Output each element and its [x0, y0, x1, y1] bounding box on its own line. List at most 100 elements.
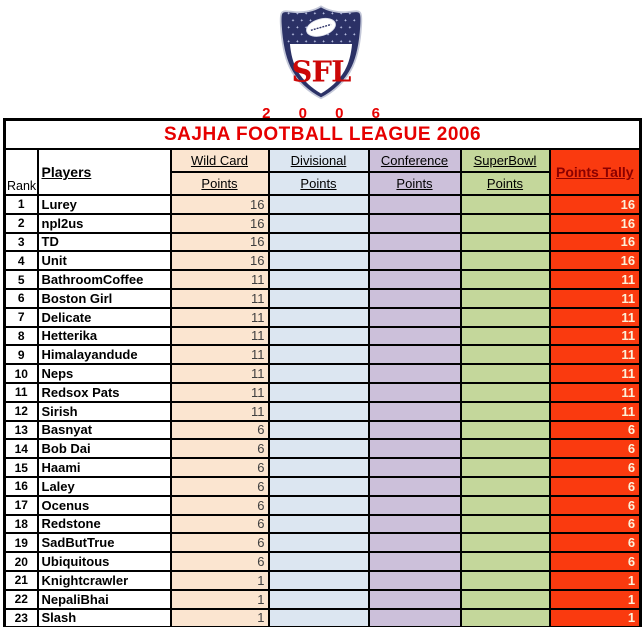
wild-card-cell: 1 [169, 607, 270, 627]
player-cell: SadButTrue [36, 532, 172, 554]
rank-cell: 5 [3, 269, 39, 290]
rank-cell: 13 [3, 419, 39, 441]
wild-card-cell: 16 [169, 194, 270, 215]
tally-cell: 6 [548, 513, 642, 535]
player-cell: Redsox Pats [36, 381, 172, 403]
conference-cell [367, 475, 462, 497]
wild-card-cell: 6 [169, 438, 270, 460]
divisional-cell [267, 287, 370, 309]
wild-card-cell: 6 [169, 475, 270, 497]
divisional-header-label: Divisional [290, 153, 347, 168]
divisional-cell [267, 269, 370, 290]
rank-cell: 18 [3, 513, 39, 535]
table-row: 6 Boston Girl 11 11 [3, 287, 642, 309]
wild-card-cell: 11 [169, 400, 270, 422]
rank-cell: 8 [3, 325, 39, 347]
divisional-cell [267, 475, 370, 497]
svg-text:✦: ✦ [309, 18, 313, 23]
wild-card-cell: 16 [169, 212, 270, 234]
tally-cell: 16 [548, 231, 642, 253]
player-cell: Lurey [36, 194, 172, 215]
superbowl-cell [459, 306, 551, 328]
points-tally-header-label: Points Tally [556, 164, 634, 180]
rank-cell: 10 [3, 363, 39, 384]
star-pattern: ✦✦✦✦✦✦✦✦✦✦✦✦✦✦✦✦✦✦✦✦✦✦✦✦✦✦✦✦✦✦✦✦✦✦✦✦✦✦✦✦ [287, 11, 357, 44]
tally-cell: 11 [548, 381, 642, 403]
svg-text:✦: ✦ [287, 11, 291, 16]
rank-cell: 19 [3, 532, 39, 554]
wild-card-cell: 6 [169, 419, 270, 441]
svg-text:✦: ✦ [287, 25, 291, 30]
table-row: 23 Slash 1 1 [3, 607, 642, 627]
table-row: 17 Ocenus 6 6 [3, 494, 642, 516]
svg-text:✦: ✦ [344, 18, 348, 23]
conference-cell [367, 269, 462, 290]
wild-card-cell: 1 [169, 588, 270, 610]
divisional-header: Divisional [267, 148, 370, 173]
tally-cell: 1 [548, 588, 642, 610]
svg-text:✦: ✦ [348, 39, 352, 44]
wild-card-cell: 11 [169, 363, 270, 384]
player-cell: Unit [36, 250, 172, 272]
tally-cell: 16 [548, 194, 642, 215]
player-cell: Laley [36, 475, 172, 497]
wild-card-cell: 6 [169, 494, 270, 516]
conference-points-subheader: Points [367, 171, 462, 196]
wild-card-cell: 6 [169, 532, 270, 554]
table-row: 15 Haami 6 6 [3, 457, 642, 478]
tally-cell: 6 [548, 551, 642, 572]
rank-cell: 1 [3, 194, 39, 215]
superbowl-cell [459, 457, 551, 478]
tally-cell: 6 [548, 532, 642, 554]
svg-text:✦: ✦ [339, 39, 343, 44]
divisional-cell [267, 194, 370, 215]
tally-cell: 11 [548, 400, 642, 422]
divisional-cell [267, 325, 370, 347]
superbowl-cell [459, 269, 551, 290]
player-cell: Sirish [36, 400, 172, 422]
conference-cell [367, 194, 462, 215]
svg-text:✦: ✦ [335, 32, 339, 37]
superbowl-cell [459, 250, 551, 272]
tally-cell: 6 [548, 494, 642, 516]
divisional-points-subheader: Points [267, 171, 370, 196]
table-row: 21 Knightcrawler 1 1 [3, 569, 642, 591]
svg-text:✦: ✦ [348, 25, 352, 30]
svg-text:✦: ✦ [304, 25, 308, 30]
svg-text:✦: ✦ [313, 11, 317, 16]
tally-cell: 11 [548, 344, 642, 366]
player-cell: Ocenus [36, 494, 172, 516]
divisional-cell [267, 438, 370, 460]
rank-cell: 6 [3, 287, 39, 309]
svg-text:✦: ✦ [296, 39, 300, 44]
tally-cell: 1 [548, 607, 642, 627]
player-cell: NepaliBhai [36, 588, 172, 610]
rank-header: Rank [3, 148, 39, 196]
player-cell: Delicate [36, 306, 172, 328]
players-header: Players [36, 148, 172, 196]
player-cell: BathroomCoffee [36, 269, 172, 290]
svg-text:✦: ✦ [352, 18, 356, 23]
sfl-shield-icon: ✦✦✦✦✦✦✦✦✦✦✦✦✦✦✦✦✦✦✦✦✦✦✦✦✦✦✦✦✦✦✦✦✦✦✦✦✦✦✦✦… [279, 5, 363, 100]
player-cell: Hetterika [36, 325, 172, 347]
divisional-cell [267, 588, 370, 610]
player-cell: Neps [36, 363, 172, 384]
wild-card-cell: 16 [169, 231, 270, 253]
rank-cell: 22 [3, 588, 39, 610]
wild-card-header: Wild Card [169, 148, 270, 173]
conference-cell [367, 588, 462, 610]
conference-cell [367, 494, 462, 516]
conference-cell [367, 419, 462, 441]
wild-card-cell: 11 [169, 269, 270, 290]
divisional-cell [267, 513, 370, 535]
table-row: 2 npl2us 16 16 [3, 212, 642, 234]
wild-card-cell: 11 [169, 287, 270, 309]
points-tally-header: Points Tally [548, 148, 642, 196]
svg-text:✦: ✦ [296, 25, 300, 30]
rank-cell: 4 [3, 250, 39, 272]
conference-header: Conference [367, 148, 462, 173]
wild-card-cell: 6 [169, 457, 270, 478]
superbowl-cell [459, 344, 551, 366]
superbowl-cell [459, 325, 551, 347]
table-row: 5 BathroomCoffee 11 11 [3, 269, 642, 290]
